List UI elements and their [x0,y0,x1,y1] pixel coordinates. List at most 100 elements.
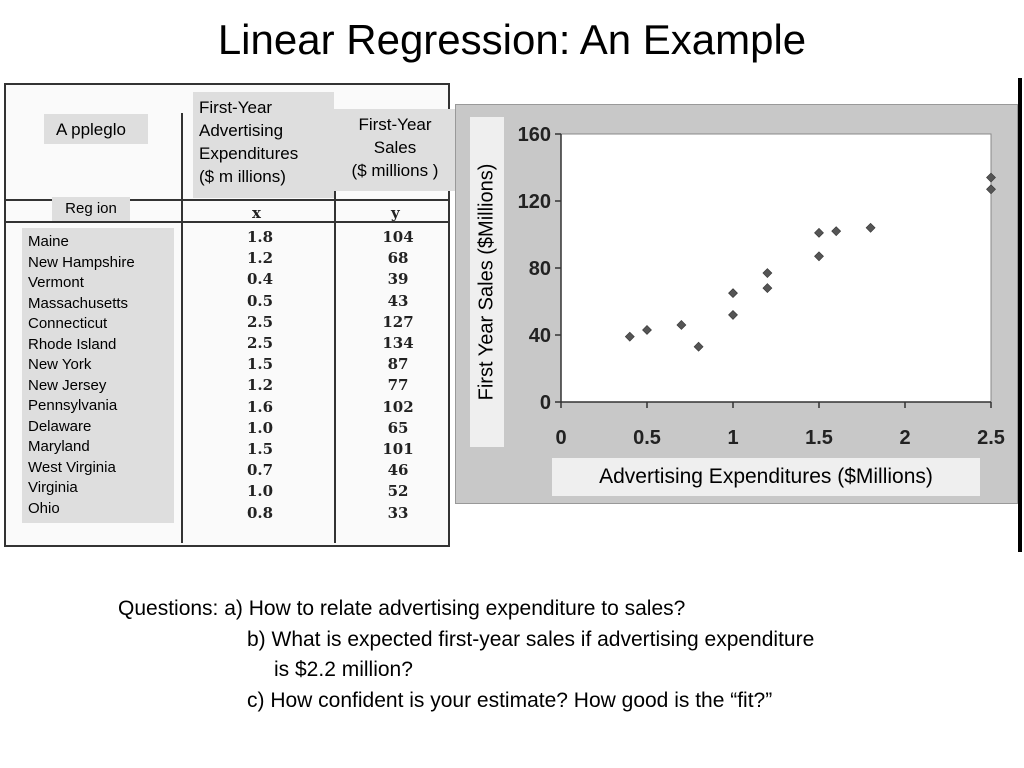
state-name: Rhode Island [28,335,117,353]
y-tick-label: 80 [529,258,551,280]
y-axis-label: First Year Sales ($Millions) [475,163,498,401]
x-tick-label: 2 [899,427,910,449]
scatter-chart: 0 40 80 120 160 0 0.5 1 1.5 2 2.5 [518,124,1005,449]
data-table: A ppleglo Reg ion First-Year Advertising… [4,83,456,547]
y-value-cell: 127 [382,312,414,331]
data-point [814,227,824,238]
col-header-advertising-line: First-Year [199,98,273,117]
data-point [762,283,773,294]
y-value-column: 104 68 39 43 127 134 87 77 102 65 101 46 52 33 [358,227,438,524]
y-value-cell: 39 [387,270,409,289]
appleglo-label: A ppleglo [44,114,148,144]
x-value-cell: 1.0 [246,482,274,501]
y-value-cell: 104 [382,228,414,246]
state-name: Vermont [28,274,84,291]
table-column-divider-1 [181,113,183,543]
data-point [676,320,687,330]
col-header-sales-line: First-Year [358,115,432,134]
data-point [728,288,738,299]
data-point [831,226,842,237]
x-value-cell: 1.2 [246,376,274,395]
y-axis-label-box [470,117,504,447]
x-value-cell: 1.0 [246,418,274,437]
y-tick-label: 120 [518,191,551,213]
data-point [986,184,996,195]
state-name: Ohio [28,499,60,517]
col-header-sales-line: ($ millions ) [351,161,439,180]
question-c: c) How confident is your estimate? How g… [247,688,773,712]
x-tick-label: 0.5 [633,427,661,449]
x-value-cell: 1.6 [246,397,274,416]
y-tick-label: 0 [540,392,551,414]
y-value-cell: 134 [382,334,414,353]
page-title: Linear Regression: An Example [217,16,807,63]
questions-block: Questions: a) How to relate advertising … [118,594,814,716]
state-name: Delaware [28,417,92,435]
col-header-advertising: First-Year Advertising Expenditures ($ m… [193,92,334,198]
data-point [814,251,824,262]
y-tick-label: 160 [518,124,551,146]
x-value-cell: 0.8 [246,503,274,522]
data-point [728,309,738,320]
x-value-cell: 2.5 [246,312,274,331]
y-value-cell: 52 [387,482,409,501]
state-name: Maryland [28,438,90,455]
y-value-cell: 102 [382,397,414,416]
data-point [762,268,773,278]
x-value-cell: 1.5 [246,355,274,374]
plot-area [560,133,992,403]
x-value-cell: 1.8 [246,228,274,246]
x-value-cell: 1.5 [246,440,274,459]
col-header-sales: First-Year Sales ($ millions ) [334,109,456,191]
data-point [642,325,652,335]
table-divider-top [6,199,448,201]
x-value-cell: 0.5 [246,291,274,310]
x-axis-label: Advertising Expenditures ($Millions) [552,458,980,496]
state-name: Maine [28,233,69,250]
state-name: West Virginia [28,458,116,476]
state-name: Pennsylvania [28,397,118,414]
question-b-continued: is $2.2 million? [274,658,413,681]
data-point [865,222,876,233]
y-value-cell: 77 [387,376,409,395]
y-value-cell: 33 [387,503,409,522]
state-name: New Hampshire [28,253,135,271]
x-value-cell: 2.5 [246,334,274,353]
x-tick-label: 2.5 [977,427,1005,449]
col-header-advertising-line: Advertising [199,121,284,140]
table-column-divider-2 [334,113,336,543]
y-value-cell: 65 [387,418,409,437]
x-value-cell: 1.2 [246,249,274,268]
y-tick-label: 40 [529,325,551,347]
state-name: New Jersey [28,376,107,394]
x-tick-label: 0 [555,427,566,449]
x-tick-label: 1.5 [805,427,833,449]
state-list: Maine New Hampshire Vermont Massachusetts Co… [22,228,174,523]
question-b: b) What is expected first-year sales if … [247,627,815,651]
x-column-letter: x [252,204,261,222]
col-header-advertising-line: Expenditures [199,144,299,163]
data-point [986,172,996,183]
state-name: New York [28,356,92,373]
state-name: Connecticut [28,315,108,332]
x-value-cell: 0.7 [246,461,274,480]
y-value-cell: 46 [387,461,409,480]
table-divider-bottom [6,221,448,223]
col-header-sales-line: Sales [373,138,417,157]
x-value-cell: 0.4 [246,270,274,289]
question-a: Questions: a) How to relate advertising … [118,597,686,620]
x-value-column: 1.8 1.2 0.4 0.5 2.5 2.5 1.5 1.2 1.6 1.0 1.5 0.7 1.0 0… [220,227,300,524]
y-value-cell: 68 [387,249,409,268]
slide-edge-bar [1018,78,1022,552]
y-value-cell: 101 [382,440,414,459]
x-tick-label: 1 [727,427,738,449]
y-value-cell: 43 [387,291,409,310]
region-label: Reg ion [52,197,130,221]
y-column-letter: y [391,204,400,222]
y-value-cell: 87 [387,355,409,374]
state-name: Virginia [28,479,78,496]
col-header-advertising-line: ($ m illions) [199,167,286,186]
data-point [624,331,635,342]
data-point [693,341,704,352]
state-name: Massachusetts [28,294,129,312]
